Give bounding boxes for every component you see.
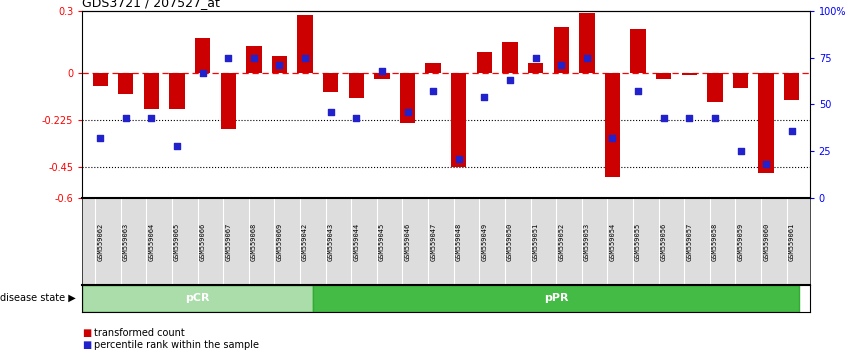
Point (170, 143, 184, 149)
Point (196, 70, 210, 75)
Point (247, 55, 261, 61)
Bar (82, 285, 313, 312)
Text: GSM559046: GSM559046 (404, 222, 410, 261)
Point (273, 62, 287, 68)
Text: GSM559053: GSM559053 (584, 222, 590, 261)
Bar (451, 73, 467, 167)
Text: pCR: pCR (185, 293, 210, 303)
Bar (313, 285, 799, 312)
Bar (297, 15, 313, 73)
Bar (195, 38, 210, 73)
Text: GSM559058: GSM559058 (712, 222, 718, 261)
Point (119, 115, 132, 120)
Point (94, 135, 107, 141)
Text: transformed count: transformed count (94, 328, 184, 338)
Bar (400, 73, 416, 123)
Bar (349, 73, 364, 98)
Bar (759, 73, 774, 173)
Bar (246, 46, 262, 73)
Point (375, 68, 389, 74)
Text: GSM559050: GSM559050 (507, 222, 513, 261)
Point (503, 77, 517, 83)
Text: GSM559069: GSM559069 (276, 222, 282, 261)
Bar (708, 73, 722, 102)
Bar (656, 73, 671, 79)
Text: pPR: pPR (544, 293, 568, 303)
Text: GSM559045: GSM559045 (379, 222, 385, 261)
Text: GSM559062: GSM559062 (97, 222, 103, 261)
Text: GDS3721 / 207527_at: GDS3721 / 207527_at (82, 0, 220, 10)
Bar (323, 73, 339, 92)
Bar (425, 63, 441, 73)
Bar (170, 73, 184, 109)
Point (656, 115, 670, 120)
Bar (144, 73, 159, 109)
Point (426, 88, 440, 94)
Text: GSM559061: GSM559061 (789, 222, 795, 261)
Point (477, 94, 491, 100)
Text: GSM559063: GSM559063 (123, 222, 129, 261)
Point (401, 109, 415, 115)
Point (785, 128, 798, 133)
Bar (476, 52, 492, 73)
Text: GSM559055: GSM559055 (635, 222, 641, 261)
Text: GSM559054: GSM559054 (610, 222, 616, 261)
Text: GSM559067: GSM559067 (225, 222, 231, 261)
Text: percentile rank within the sample: percentile rank within the sample (94, 340, 259, 350)
Text: GSM559059: GSM559059 (738, 222, 744, 261)
Text: ■: ■ (82, 340, 92, 350)
Point (708, 115, 722, 120)
Text: GSM559051: GSM559051 (533, 222, 539, 261)
Point (222, 55, 236, 61)
Text: GSM559056: GSM559056 (661, 222, 667, 261)
Bar (118, 73, 133, 94)
Bar (784, 73, 799, 100)
Bar (630, 29, 646, 73)
Text: GSM559048: GSM559048 (456, 222, 462, 261)
Point (324, 109, 338, 115)
Bar (93, 73, 108, 86)
Bar (502, 42, 518, 73)
Text: GSM559042: GSM559042 (302, 222, 308, 261)
Text: GSM559057: GSM559057 (687, 222, 692, 261)
Point (554, 62, 568, 68)
Text: GSM559066: GSM559066 (200, 222, 205, 261)
Text: GSM559049: GSM559049 (481, 222, 488, 261)
Bar (579, 13, 595, 73)
Point (605, 135, 619, 141)
Text: GSM559052: GSM559052 (559, 222, 565, 261)
Text: ■: ■ (82, 328, 92, 338)
Point (734, 149, 747, 154)
Text: GSM559068: GSM559068 (251, 222, 257, 261)
Point (682, 115, 696, 120)
Bar (272, 57, 288, 73)
Point (529, 55, 543, 61)
Bar (682, 73, 697, 75)
Text: GSM559064: GSM559064 (148, 222, 154, 261)
Text: GSM559047: GSM559047 (430, 222, 436, 261)
Bar (553, 27, 569, 73)
Point (759, 162, 773, 167)
Text: GSM559043: GSM559043 (327, 222, 333, 261)
Text: GSM559060: GSM559060 (763, 222, 769, 261)
Text: GSM559065: GSM559065 (174, 222, 180, 261)
Text: disease state ▶: disease state ▶ (0, 293, 75, 303)
Bar (374, 73, 390, 79)
Point (452, 156, 466, 162)
Bar (221, 73, 236, 130)
Bar (733, 73, 748, 88)
Point (631, 88, 645, 94)
Point (145, 115, 158, 120)
Point (580, 55, 594, 61)
Text: GSM559044: GSM559044 (353, 222, 359, 261)
Bar (528, 63, 543, 73)
Point (298, 55, 312, 61)
Bar (604, 73, 620, 177)
Point (349, 115, 363, 120)
